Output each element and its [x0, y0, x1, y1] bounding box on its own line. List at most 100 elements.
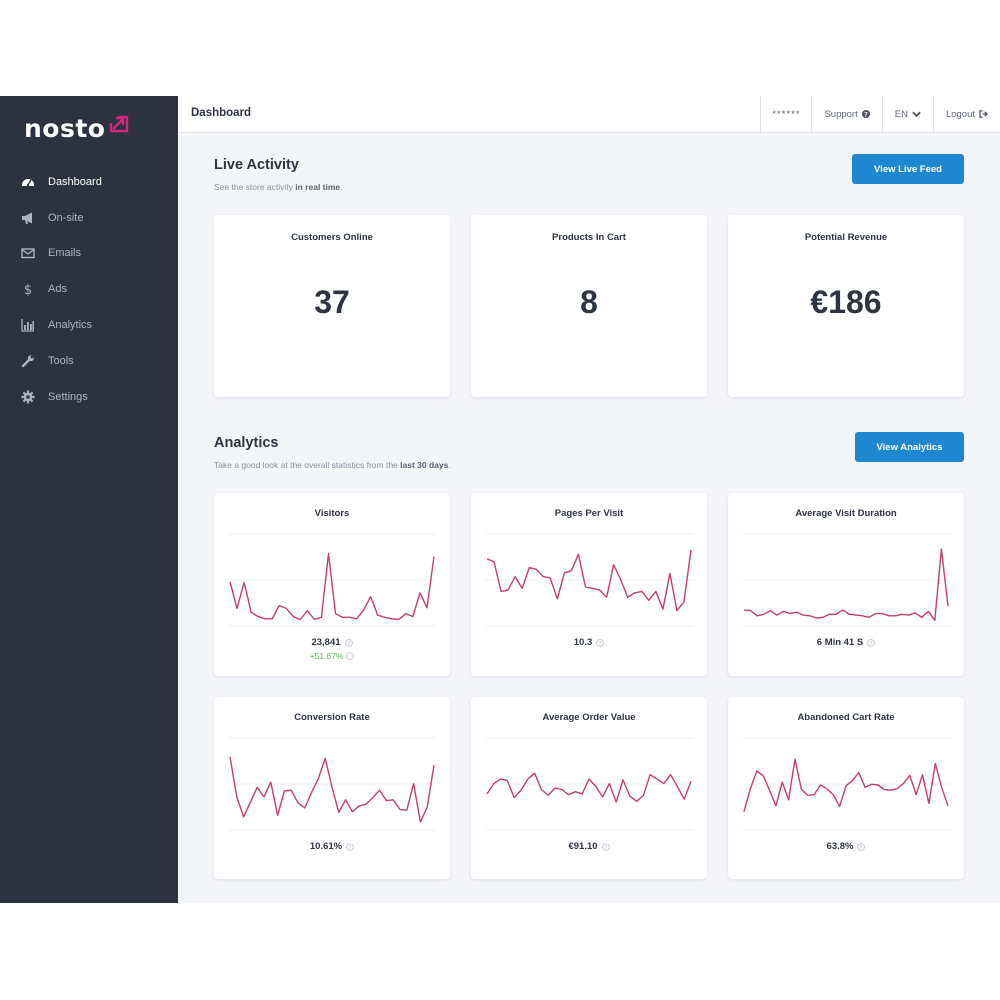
sidebar-item-emails[interactable]: Emails [0, 236, 178, 272]
potential-revenue-card: Potential Revenue €186 [728, 215, 964, 397]
sidebar-item-label: Emails [48, 247, 82, 260]
sidebar: nosto Dashboard On-site [0, 96, 178, 903]
sparkline-path [743, 758, 949, 812]
sign-out-icon [979, 110, 988, 118]
dollar-icon: $ [20, 281, 36, 297]
conversion-rate-card: Conversion Rate 10.61% ? [214, 697, 450, 879]
sparkline-path [486, 549, 692, 612]
visitors-card: Visitors 23,841 ? +51.67% ? [214, 493, 450, 676]
megaphone-icon [20, 210, 36, 226]
svg-text:?: ? [349, 845, 352, 851]
svg-text:?: ? [347, 641, 350, 647]
account-switcher[interactable]: ****** [760, 96, 811, 132]
envelope-icon [20, 245, 36, 261]
sidebar-item-on-site[interactable]: On-site [0, 200, 178, 236]
page-title: Dashboard [191, 107, 252, 119]
average-visit-duration-sparkline [742, 533, 950, 627]
card-value: 8 [580, 284, 598, 320]
subtitle-emphasis: last 30 days [400, 460, 449, 470]
sidebar-item-dashboard[interactable]: Dashboard [0, 164, 178, 200]
info-icon[interactable]: ? [857, 842, 866, 851]
products-in-cart-card: Products In Cart 8 [471, 215, 707, 397]
gear-icon [20, 389, 36, 405]
view-analytics-button[interactable]: View Analytics [855, 432, 964, 462]
svg-text:?: ? [599, 641, 602, 647]
metric-row: 63.8% ? [728, 841, 964, 852]
abandoned-cart-rate-sparkline [742, 737, 950, 831]
logout-label: Logout [945, 108, 975, 120]
metric-row: 10.61% ? [214, 841, 450, 852]
sidebar-item-ads[interactable]: $ Ads [0, 271, 178, 307]
metric-row: €91.10 ? [471, 841, 707, 852]
top-bar: Dashboard ****** Support ? EN Logout [178, 96, 1000, 133]
sparkline-path [229, 756, 435, 823]
view-live-feed-button[interactable]: View Live Feed [852, 154, 964, 184]
delta-value: +51.67% [309, 651, 344, 661]
info-icon[interactable]: ? [601, 842, 610, 851]
support-label: Support [824, 108, 858, 120]
svg-text:?: ? [349, 654, 352, 660]
sidebar-item-label: On-site [48, 211, 84, 224]
card-title: Pages Per Visit [554, 508, 624, 519]
info-icon[interactable]: ? [346, 842, 355, 851]
metric-row: 10.3 ? [471, 637, 707, 648]
metric-value: 10.61% [309, 841, 343, 852]
average-visit-duration-card: Average Visit Duration 6 Min 41 S ? [728, 493, 964, 676]
info-icon[interactable]: ? [596, 638, 605, 647]
card-title: Average Visit Duration [795, 508, 897, 519]
logo-text: nosto [24, 114, 106, 143]
metric-change: +51.67% ? [214, 651, 450, 661]
subtitle-suffix: . [340, 182, 343, 192]
svg-text:?: ? [864, 110, 868, 118]
wrench-icon [20, 353, 36, 369]
logout-button[interactable]: Logout [932, 96, 1000, 132]
metric-row: 23,841 ? [214, 637, 450, 648]
metric-value: 63.8% [826, 841, 854, 852]
language-selector[interactable]: EN [881, 96, 933, 132]
abandoned-cart-rate-card: Abandoned Cart Rate 63.8% ? [728, 697, 964, 879]
pages-per-visit-card: Pages Per Visit 10.3 ? [471, 493, 707, 676]
svg-text:?: ? [604, 845, 607, 851]
card-title: Customers Online [291, 232, 373, 243]
question-circle-icon: ? [861, 110, 870, 118]
metric-row: 6 Min 41 S ? [728, 637, 964, 648]
pages-per-visit-sparkline [485, 533, 693, 627]
chevron-down-icon [912, 111, 921, 118]
svg-text:?: ? [860, 845, 863, 851]
sidebar-item-analytics[interactable]: Analytics [0, 307, 178, 343]
metric-value: 10.3 [573, 637, 593, 648]
sidebar-item-settings[interactable]: Settings [0, 379, 178, 415]
info-icon[interactable]: ? [867, 638, 876, 647]
support-link[interactable]: Support ? [811, 96, 881, 132]
sidebar-item-tools[interactable]: Tools [0, 343, 178, 379]
average-order-value-sparkline [485, 737, 693, 831]
sidebar-item-label: Dashboard [48, 175, 102, 188]
card-value: €186 [810, 284, 882, 320]
subtitle-text: See the store activity [214, 182, 296, 192]
card-title: Conversion Rate [294, 712, 370, 723]
svg-text:$: $ [24, 283, 32, 296]
subtitle-emphasis: in real time [295, 182, 341, 192]
nosto-logo[interactable]: nosto [24, 114, 130, 143]
sidebar-nav: Dashboard On-site Emails $ Ads [0, 164, 178, 415]
subtitle-suffix: . [448, 460, 451, 470]
live-activity-subtitle: See the store activity in real time. [214, 182, 343, 192]
card-title: Visitors [314, 508, 350, 519]
customers-online-card: Customers Online 37 [214, 215, 450, 397]
live-activity-title: Live Activity [214, 157, 299, 173]
sidebar-item-label: Ads [48, 283, 67, 296]
card-value: 37 [314, 284, 350, 320]
main-content: Dashboard ****** Support ? EN Logout [178, 96, 1000, 903]
card-title: Products In Cart [552, 232, 626, 243]
metric-value: 6 Min 41 S [816, 637, 864, 648]
card-title: Average Order Value [542, 712, 636, 723]
card-title: Potential Revenue [804, 232, 888, 243]
top-bar-actions: ****** Support ? EN Logout [760, 96, 1000, 132]
sidebar-item-label: Settings [48, 390, 88, 403]
bar-chart-icon [20, 317, 36, 333]
sparkline-path [486, 772, 692, 803]
sparkline-path [229, 553, 435, 621]
sidebar-item-label: Analytics [48, 319, 93, 332]
info-icon[interactable]: ? [344, 638, 353, 647]
info-icon[interactable]: ? [346, 652, 355, 660]
